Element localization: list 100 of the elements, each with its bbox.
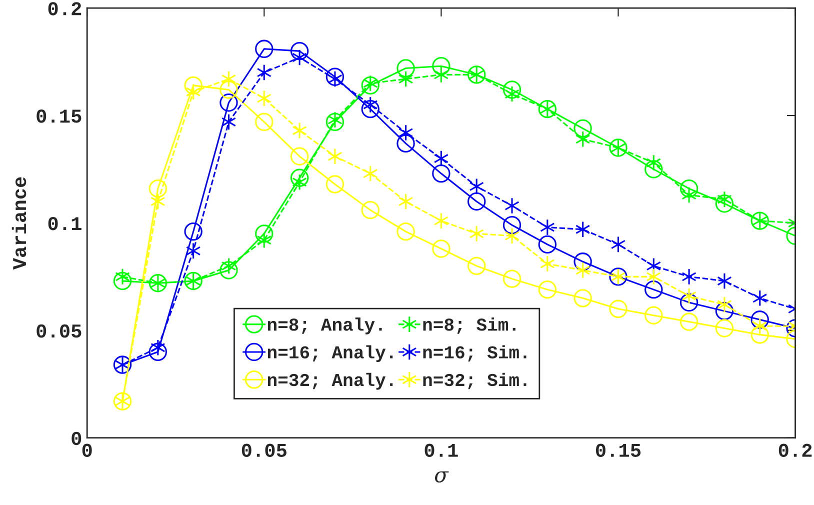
- point: [717, 296, 732, 314]
- point: [502, 216, 522, 234]
- point: [328, 111, 342, 128]
- legend-label: n=16; Sim.: [423, 345, 526, 362]
- point: [644, 160, 663, 178]
- point: [680, 312, 698, 331]
- point: [292, 174, 307, 191]
- point: [432, 57, 450, 76]
- y-tick-label: 0.1: [48, 216, 82, 230]
- point: [750, 310, 769, 329]
- point: [184, 222, 202, 241]
- point: [148, 342, 168, 361]
- point: [574, 289, 592, 308]
- point: [221, 258, 236, 274]
- point: [750, 326, 769, 344]
- point: [715, 319, 734, 338]
- point: [434, 150, 449, 167]
- point: [715, 194, 734, 213]
- point: [255, 224, 274, 243]
- point: [361, 200, 380, 220]
- point: [468, 192, 486, 211]
- point: [646, 268, 662, 286]
- point: [115, 268, 130, 286]
- point: [326, 175, 344, 194]
- point: [398, 124, 414, 142]
- point: [540, 218, 555, 236]
- point: [504, 197, 520, 214]
- legend-label: n=8; Sim.: [423, 318, 516, 334]
- point: [574, 119, 592, 138]
- point: [396, 59, 415, 78]
- point: [575, 221, 590, 238]
- point: [717, 190, 732, 208]
- point: [396, 134, 415, 153]
- legend-label: n=32; Analy.: [268, 372, 393, 390]
- point: [644, 280, 663, 299]
- point: [432, 240, 450, 258]
- point: [538, 235, 557, 254]
- point: [469, 178, 484, 195]
- point: [398, 70, 414, 88]
- point: [538, 280, 557, 299]
- x-tick-label: 0: [82, 444, 92, 457]
- y-tick-label: 0: [72, 432, 82, 446]
- point: [644, 306, 663, 324]
- point: [255, 40, 274, 58]
- x-tick-label: 0.2: [778, 444, 812, 457]
- point: [575, 130, 590, 148]
- point: [752, 290, 768, 307]
- point: [682, 186, 696, 204]
- point: [540, 255, 555, 272]
- point: [398, 193, 414, 210]
- x-axis-title: σ: [434, 471, 449, 483]
- point: [186, 242, 201, 260]
- x-tick-label: 0.05: [242, 444, 286, 457]
- point: [468, 256, 486, 276]
- point: [290, 42, 309, 60]
- point: [220, 94, 238, 112]
- point: [255, 112, 274, 132]
- legend-label: n=16; Analy.: [268, 345, 393, 362]
- point: [150, 193, 166, 210]
- point: [434, 66, 449, 84]
- point: [326, 112, 344, 132]
- point: [290, 168, 309, 187]
- point: [220, 80, 238, 99]
- point: [575, 262, 590, 279]
- point: [362, 74, 378, 92]
- point: [610, 236, 626, 253]
- point: [328, 148, 342, 165]
- legend-label: n=32; Sim.: [423, 372, 526, 390]
- point: [646, 154, 662, 172]
- point: [504, 227, 520, 244]
- point: [186, 83, 201, 100]
- point: [717, 272, 732, 290]
- point: [256, 232, 272, 249]
- point: [752, 318, 768, 334]
- point: [361, 100, 380, 118]
- point: [292, 122, 307, 139]
- point: [680, 179, 698, 198]
- point: [292, 49, 307, 66]
- point: [256, 64, 272, 81]
- point: [328, 70, 342, 88]
- point: [680, 293, 698, 312]
- point: [221, 114, 236, 130]
- point: [469, 225, 484, 242]
- point: [184, 76, 202, 95]
- point: [504, 86, 520, 102]
- point: [362, 165, 378, 182]
- point: [148, 179, 168, 198]
- point: [113, 272, 132, 290]
- point: [682, 288, 696, 304]
- point: [362, 96, 378, 114]
- point: [221, 70, 236, 88]
- point: [609, 300, 628, 318]
- x-tick-label: 0.15: [596, 444, 641, 457]
- point: [502, 270, 522, 288]
- point: [361, 76, 380, 95]
- y-tick-label: 0.05: [36, 324, 82, 338]
- x-tick-label: 0.1: [424, 444, 458, 457]
- point: [396, 222, 415, 241]
- point: [432, 164, 450, 183]
- point: [434, 212, 449, 230]
